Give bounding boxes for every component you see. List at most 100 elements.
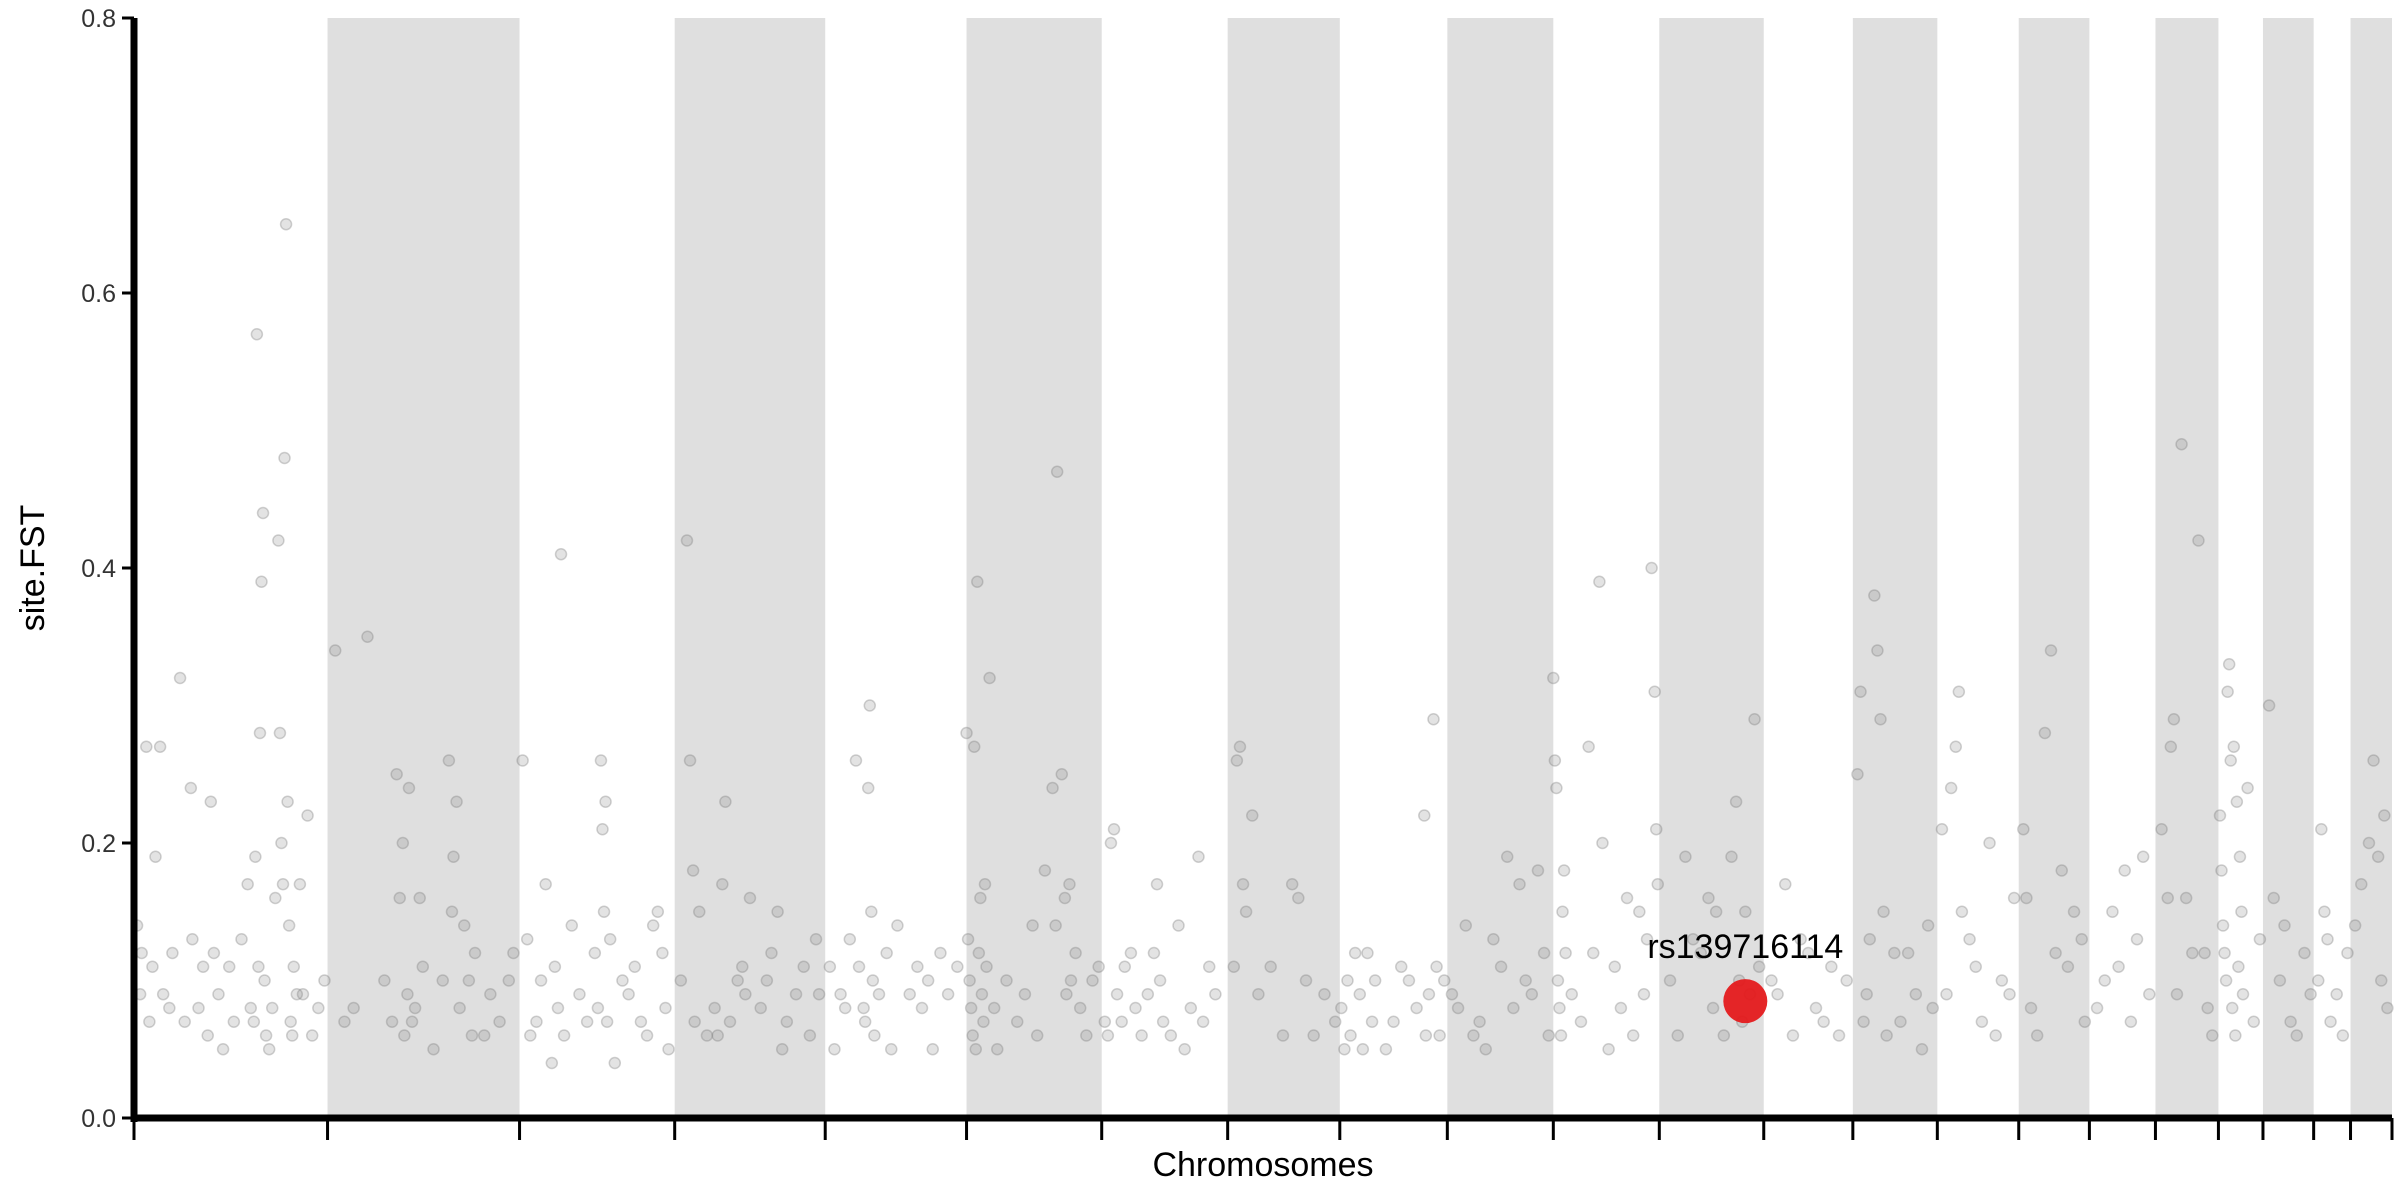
data-point xyxy=(1868,589,1881,602)
data-point xyxy=(539,878,552,891)
data-point xyxy=(849,754,863,767)
data-point xyxy=(458,919,471,932)
data-point xyxy=(2341,946,2354,960)
data-point xyxy=(719,795,732,808)
data-point xyxy=(502,974,516,987)
data-point xyxy=(2024,1001,2038,1015)
data-point xyxy=(693,905,706,918)
data-point xyxy=(282,919,296,932)
data-point xyxy=(338,1015,351,1028)
data-point xyxy=(312,1001,325,1015)
data-point xyxy=(1989,1029,2002,1042)
data-point xyxy=(1030,1029,1044,1042)
data-point xyxy=(445,905,459,918)
data-point xyxy=(2164,740,2178,753)
data-point xyxy=(1055,768,1069,781)
data-point xyxy=(427,1043,440,1056)
data-point xyxy=(281,795,294,808)
data-point xyxy=(2170,988,2184,1001)
data-point xyxy=(2215,864,2228,877)
data-point xyxy=(1184,1001,1198,1015)
chromosome-band xyxy=(1447,18,1554,1118)
data-point xyxy=(1202,960,1216,973)
data-point xyxy=(2049,946,2062,960)
chromosome-bands xyxy=(327,18,2392,1118)
data-point xyxy=(2175,438,2188,451)
data-point xyxy=(1430,960,1443,973)
data-point xyxy=(2112,960,2125,973)
data-point xyxy=(530,1015,543,1028)
data-point xyxy=(723,1015,737,1028)
data-point xyxy=(2130,933,2144,946)
data-point xyxy=(216,1043,230,1056)
data-point xyxy=(1537,946,1551,960)
data-point xyxy=(259,1029,273,1042)
data-point xyxy=(1531,864,1545,877)
data-point xyxy=(1840,974,1853,987)
data-point xyxy=(328,644,342,657)
data-point xyxy=(743,891,757,905)
data-point xyxy=(287,960,300,973)
data-point xyxy=(1010,1015,1024,1028)
highlighted-snp-point[interactable] xyxy=(1723,979,1768,1024)
data-point xyxy=(683,754,697,767)
data-point xyxy=(2075,933,2088,946)
data-point xyxy=(557,1029,571,1042)
data-point xyxy=(1459,919,1473,932)
data-point xyxy=(1717,1029,1731,1042)
data-point xyxy=(960,726,973,740)
data-point xyxy=(255,575,268,588)
data-point xyxy=(977,1015,990,1028)
data-point xyxy=(1550,781,1563,795)
highlighted-snp-label: rs139716114 xyxy=(1647,928,1843,966)
data-point xyxy=(1888,946,1901,960)
data-point xyxy=(153,740,167,753)
data-point xyxy=(2232,960,2245,973)
data-point xyxy=(1771,988,1784,1001)
data-point xyxy=(465,1029,479,1042)
data-point xyxy=(1141,988,1155,1001)
data-point xyxy=(2227,740,2241,753)
data-point xyxy=(915,1001,929,1015)
axes: 0.0 0.2 0.4 0.6 0.8 xyxy=(81,5,2394,1140)
data-point xyxy=(1098,1015,1112,1028)
chromosome-band xyxy=(2155,18,2219,1118)
data-point xyxy=(1851,768,1864,781)
data-point xyxy=(760,974,774,987)
data-point xyxy=(1073,1001,1087,1015)
data-point xyxy=(1494,960,1508,973)
data-point xyxy=(1765,974,1778,987)
data-point xyxy=(628,960,642,973)
data-point xyxy=(1379,1043,1393,1056)
data-point xyxy=(591,1001,605,1015)
data-point xyxy=(293,878,307,891)
data-point xyxy=(1276,1029,1290,1042)
data-point xyxy=(1940,988,1953,1001)
data-point xyxy=(674,974,688,987)
data-point xyxy=(1752,960,1766,973)
data-point xyxy=(2106,905,2119,918)
data-point xyxy=(2236,988,2250,1001)
data-point xyxy=(1614,1001,1628,1015)
data-point xyxy=(2067,905,2081,918)
data-point xyxy=(265,1001,279,1015)
data-point xyxy=(754,1001,767,1015)
y-axis-title: site.FST xyxy=(14,505,52,632)
data-point xyxy=(1935,823,1949,836)
data-point xyxy=(273,726,287,740)
data-point xyxy=(1794,933,1807,946)
data-point xyxy=(2044,644,2058,657)
data-point xyxy=(1060,988,1073,1001)
data-point xyxy=(201,1029,214,1042)
data-point xyxy=(2226,1001,2239,1015)
data-point xyxy=(2222,658,2236,671)
data-point xyxy=(1124,946,1138,960)
data-point xyxy=(1909,988,1923,1001)
data-point xyxy=(656,946,669,960)
chromosome-band xyxy=(2018,18,2090,1118)
data-point xyxy=(269,891,282,905)
data-point xyxy=(361,630,374,643)
data-point xyxy=(961,933,975,946)
data-point xyxy=(1894,1015,1907,1028)
data-point xyxy=(413,891,426,905)
